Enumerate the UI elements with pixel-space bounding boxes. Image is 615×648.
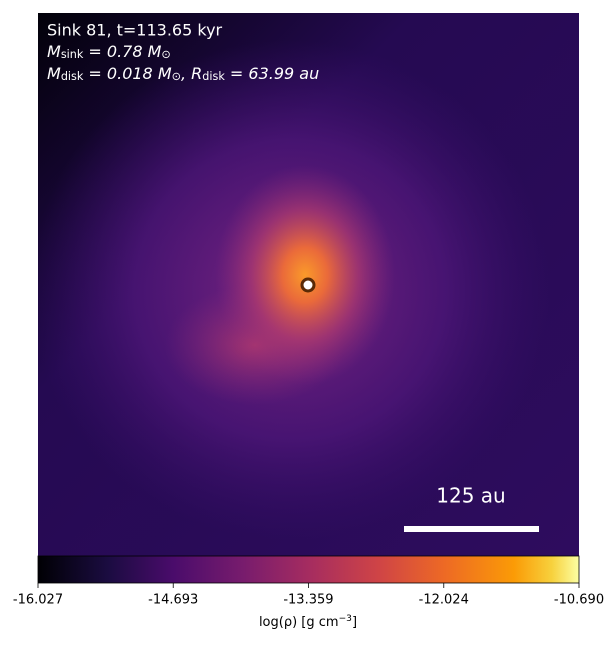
text-part: ] <box>352 615 357 630</box>
title: Sink 81, t=113.65 kyr <box>47 21 223 40</box>
tick-label: -12.024 <box>419 593 469 608</box>
text-part: , R <box>181 64 202 83</box>
text-part: M <box>47 64 61 83</box>
subscript: disk <box>202 70 225 83</box>
scale-bar-label: 125 au <box>436 484 505 508</box>
tick-label: -14.693 <box>148 593 198 608</box>
text-part: = 0.018 M <box>83 64 171 83</box>
subscript: disk <box>61 70 84 83</box>
text-part: M <box>47 42 61 61</box>
text-part: log(ρ) [g cm <box>259 615 339 630</box>
tick-label: -13.359 <box>283 593 333 608</box>
tick-label: -10.690 <box>554 593 604 608</box>
superscript: −3 <box>339 614 353 624</box>
text-part: = 0.78 M <box>83 42 161 61</box>
subscript: ⊙ <box>172 70 181 83</box>
figure: Sink 81, t=113.65 kyr Msink = 0.78 M⊙ Md… <box>0 0 615 644</box>
density-map <box>30 13 579 556</box>
text-part: = 63.99 au <box>225 64 319 83</box>
subscript: ⊙ <box>161 48 170 61</box>
sink <box>302 279 314 291</box>
tick-label: -16.027 <box>13 593 63 608</box>
colorbar <box>38 556 579 583</box>
disk-properties: Mdisk = 0.018 M⊙, Rdisk = 63.99 au <box>47 64 319 83</box>
subscript: sink <box>61 48 84 61</box>
colorbar-label: log(ρ) [g cm−3] <box>259 614 357 629</box>
